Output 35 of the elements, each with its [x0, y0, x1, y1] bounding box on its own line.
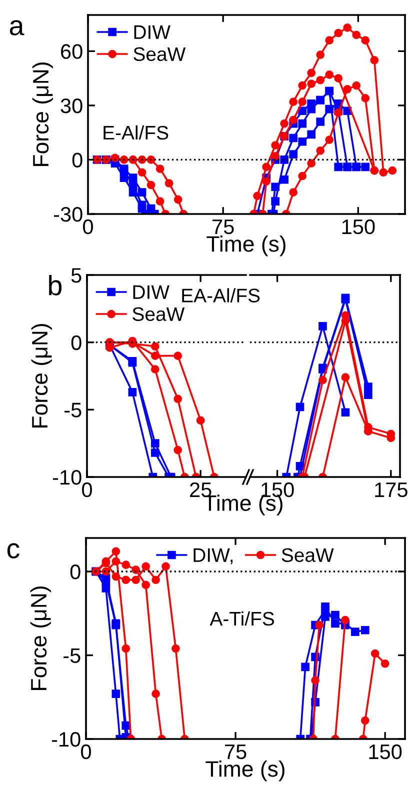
y-tick-label: -10 — [52, 732, 80, 747]
y-tick-label: -30 — [54, 207, 82, 222]
y-axis-title: Force (μN) — [32, 62, 54, 166]
chart-title: b — [49, 275, 62, 296]
x-tick-label: 150 — [342, 219, 375, 234]
annotation: E-Al/FS — [104, 125, 168, 140]
x-tick-label: 0 — [82, 482, 92, 498]
chart-title: c — [7, 543, 20, 558]
x-tick-label: 175 — [375, 482, 408, 498]
y-tick-label: 0 — [72, 152, 82, 168]
x-tick-label: 150 — [369, 744, 402, 760]
y-tick-label: 60 — [61, 44, 82, 59]
y-axis-title: Force (μN) — [30, 586, 52, 690]
x-tick-label: 0 — [83, 219, 93, 234]
annotation: EA-Al/FS — [182, 288, 260, 302]
legend-label: SeaW — [132, 307, 185, 322]
y-tick-label: 0 — [70, 564, 80, 580]
y-tick-label: 5 — [71, 268, 82, 283]
x-axis-title: Time (s) — [206, 236, 286, 256]
y-tick-label: -5 — [64, 648, 80, 664]
x-axis-title: Time (s) — [206, 760, 284, 782]
legend-label: SeaW — [134, 47, 186, 62]
chart-title: a — [10, 20, 24, 36]
legend-label: SeaW — [282, 548, 334, 562]
legend-label: DIW — [134, 25, 170, 39]
x-tick-label: 75 — [212, 220, 234, 234]
annotation: A-Ti/FS — [210, 611, 274, 626]
y-tick-label: 0 — [71, 335, 82, 350]
y-axis-title: Force (μN) — [31, 324, 52, 428]
legend-label: DIW — [133, 285, 170, 299]
y-tick-label: -5 — [64, 402, 82, 418]
y-tick-label: -10 — [52, 470, 82, 485]
y-tick-label: 30 — [60, 98, 82, 114]
x-tick-label: 75 — [225, 744, 246, 760]
legend-label: DIW, — [194, 548, 233, 564]
